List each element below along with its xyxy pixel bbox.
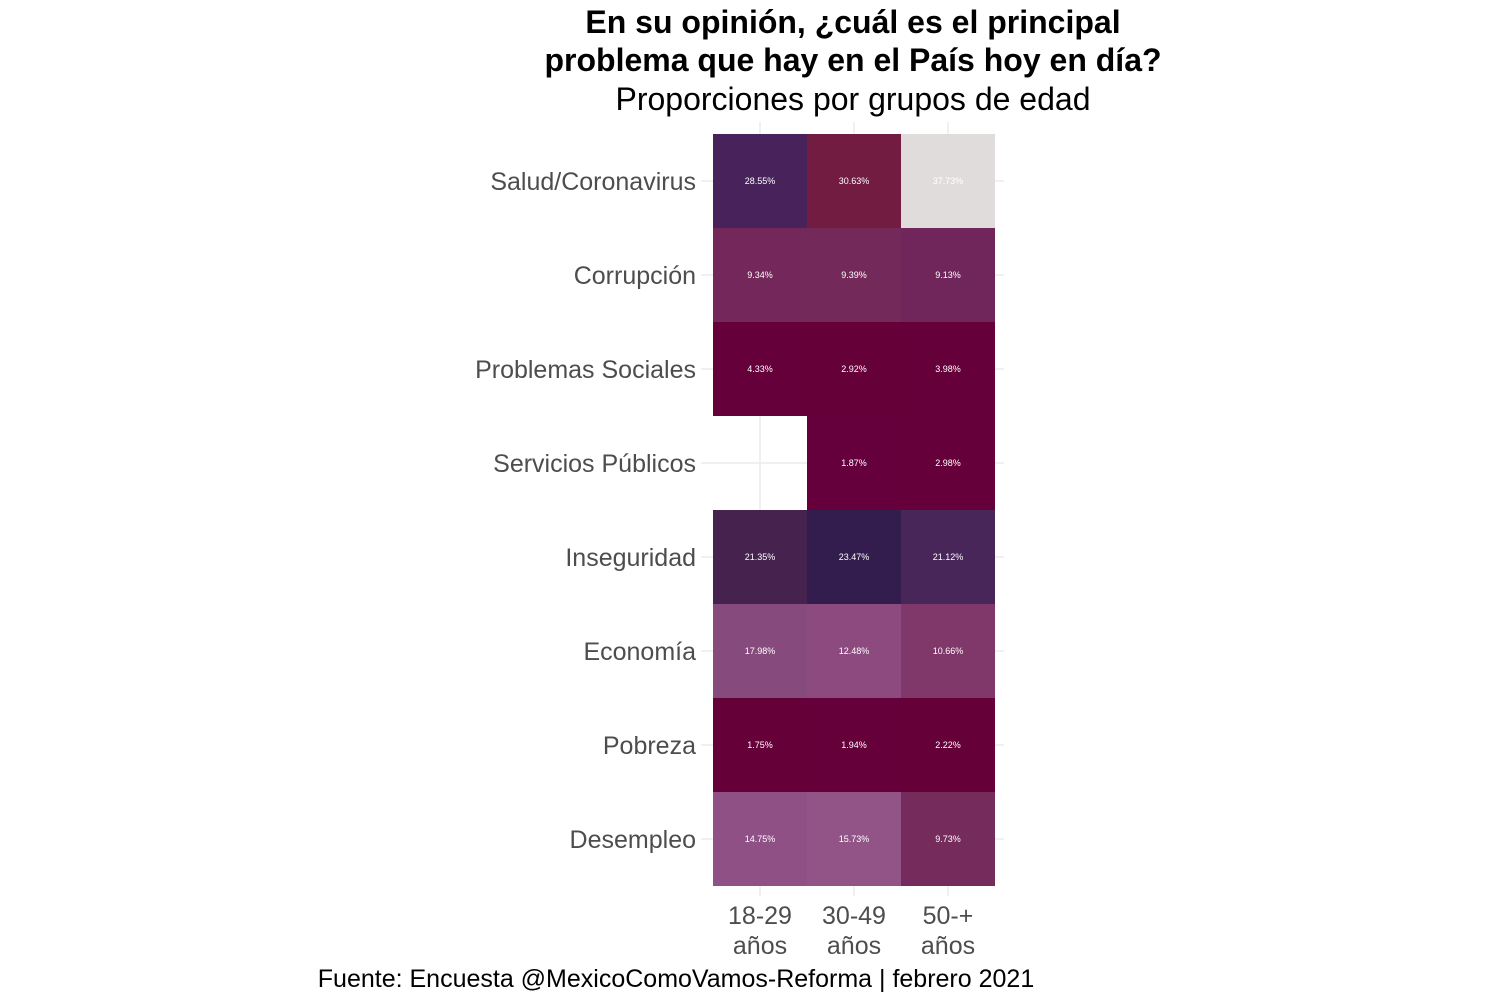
y-tick-label: Desempleo xyxy=(570,826,696,854)
heatmap-cells xyxy=(713,134,995,886)
heatmap-cell xyxy=(807,510,901,604)
heatmap-cell xyxy=(713,228,807,322)
chart-subtitle: Proporciones por grupos de edad xyxy=(616,81,1091,117)
cell-value-label: 9.34% xyxy=(747,270,773,280)
heatmap-cell xyxy=(807,322,901,416)
x-tick-label: años xyxy=(733,932,787,960)
heatmap-cell xyxy=(807,604,901,698)
x-tick-label: 18-29 xyxy=(728,902,792,930)
heatmap-cell xyxy=(901,134,995,228)
heatmap-cell xyxy=(901,510,995,604)
cell-value-label: 2.92% xyxy=(841,364,867,374)
cell-value-label: 9.73% xyxy=(935,834,961,844)
heatmap-cell xyxy=(901,604,995,698)
cell-value-label: 30.63% xyxy=(839,176,870,186)
cell-value-label: 17.98% xyxy=(745,646,776,656)
cell-value-label: 21.35% xyxy=(745,552,776,562)
cell-value-label: 23.47% xyxy=(839,552,870,562)
cell-value-label: 9.39% xyxy=(841,270,867,280)
heatmap-cell xyxy=(807,792,901,886)
heatmap-cell xyxy=(807,698,901,792)
cell-value-label: 10.66% xyxy=(933,646,964,656)
cell-value-label: 1.75% xyxy=(747,740,773,750)
chart-caption: Fuente: Encuesta @MexicoComoVamos-Reform… xyxy=(318,965,1034,993)
heatmap-cell xyxy=(901,792,995,886)
x-tick-label: años xyxy=(921,932,975,960)
cell-value-label: 9.13% xyxy=(935,270,961,280)
cell-value-label: 1.94% xyxy=(841,740,867,750)
cell-value-label: 37.73% xyxy=(933,176,964,186)
y-tick-label: Pobreza xyxy=(603,732,696,760)
heatmap-cell xyxy=(713,604,807,698)
heatmap-cell xyxy=(807,416,901,510)
cell-value-label: 15.73% xyxy=(839,834,870,844)
cell-value-label: 14.75% xyxy=(745,834,776,844)
heatmap-cell xyxy=(901,416,995,510)
cell-value-label: 2.22% xyxy=(935,740,961,750)
x-tick-label: años xyxy=(827,932,881,960)
cell-value-label: 1.87% xyxy=(841,458,867,468)
cell-value-label: 21.12% xyxy=(933,552,964,562)
y-tick-label: Inseguridad xyxy=(565,544,696,572)
cell-value-label: 2.98% xyxy=(935,458,961,468)
x-tick-label: 50-+ xyxy=(923,902,974,930)
heatmap-cell xyxy=(713,698,807,792)
heatmap-cell xyxy=(713,134,807,228)
cell-value-label: 12.48% xyxy=(839,646,870,656)
cell-value-label: 3.98% xyxy=(935,364,961,374)
heatmap-cell xyxy=(713,792,807,886)
y-tick-label: Economía xyxy=(583,638,696,666)
heatmap-cell xyxy=(807,228,901,322)
y-tick-label: Salud/Coronavirus xyxy=(490,168,696,196)
heatmap-cell xyxy=(713,510,807,604)
y-tick-label: Corrupción xyxy=(574,262,696,290)
cell-value-label: 28.55% xyxy=(745,176,776,186)
heatmap-cell xyxy=(901,698,995,792)
chart-title-line-1: En su opinión, ¿cuál es el principal xyxy=(585,4,1120,40)
heatmap-cell xyxy=(807,134,901,228)
heatmap-cell xyxy=(901,228,995,322)
y-tick-label: Problemas Sociales xyxy=(475,356,696,384)
cell-labels: 28.55% 30.63% 37.73% 9.34% 9.39% 9.13% 4.33% 2.… xyxy=(745,176,964,844)
cell-value-label: 4.33% xyxy=(747,364,773,374)
chart-title-line-2: problema que hay en el País hoy en día? xyxy=(544,42,1161,78)
y-axis-tick-labels: Salud/Coronavirus Corrupción Problemas Soc… xyxy=(475,168,696,854)
y-tick-label: Servicios Públicos xyxy=(493,450,696,478)
heatmap-cell xyxy=(901,322,995,416)
x-tick-label: 30-49 xyxy=(822,902,886,930)
heatmap-cell xyxy=(713,322,807,416)
